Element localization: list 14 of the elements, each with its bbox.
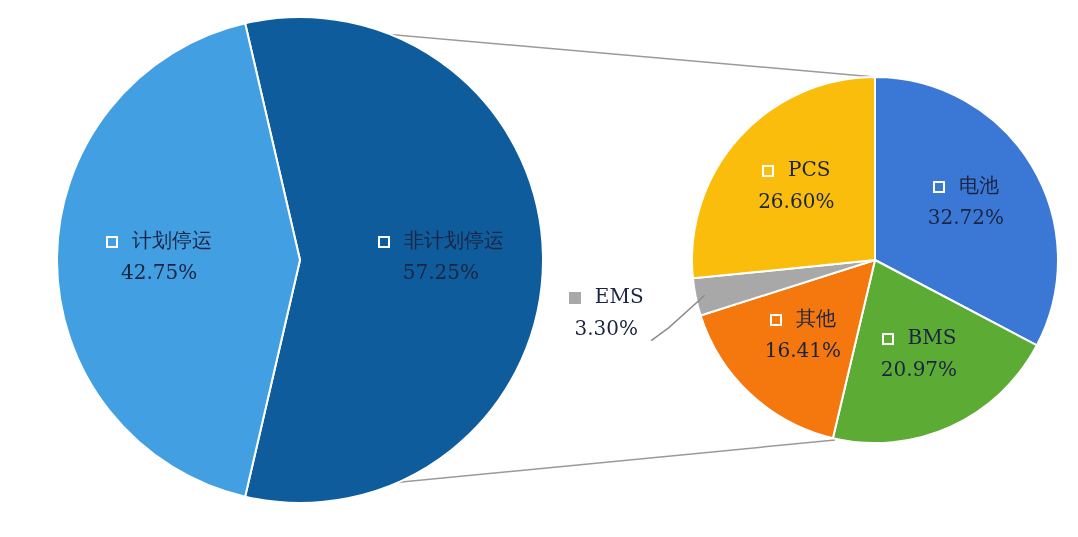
slice-label: 计划停运: [132, 228, 213, 253]
slice-label: 非计划停运: [403, 228, 504, 253]
data-label: 57.25%: [402, 260, 480, 285]
data-label: 42.75%: [120, 260, 198, 285]
legend-label: EMS: [594, 283, 644, 308]
slice-label: PCS: [788, 157, 831, 182]
data-label: 32.72%: [927, 205, 1005, 230]
slice-label: 电池: [958, 173, 999, 198]
data-label: 20.97%: [880, 356, 958, 381]
data-label: 3.30%: [574, 315, 638, 340]
slice-label: 其他: [795, 306, 836, 331]
slice-label: BMS: [907, 324, 957, 349]
data-label: 26.60%: [758, 189, 835, 214]
data-label: 16.41%: [764, 338, 841, 363]
